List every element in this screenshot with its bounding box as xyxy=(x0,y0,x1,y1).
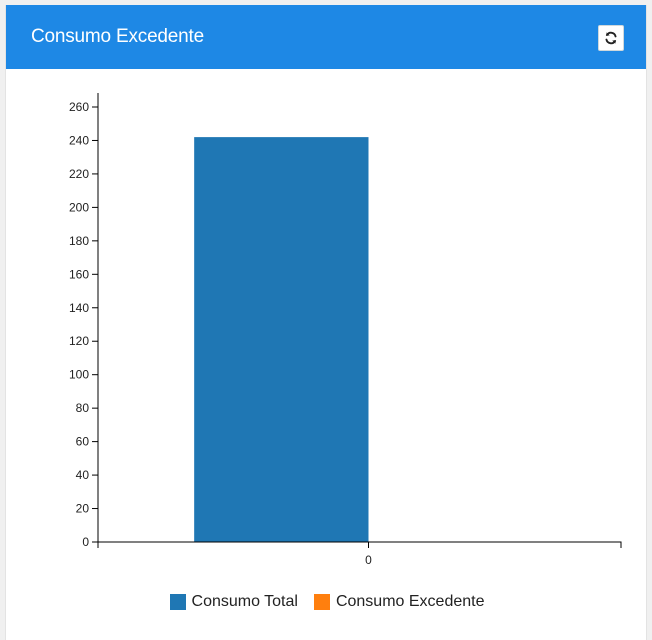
y-tick-label: 180 xyxy=(69,234,89,248)
legend-swatch xyxy=(313,594,330,610)
y-tick-label: 120 xyxy=(69,334,89,348)
y-tick-label: 160 xyxy=(69,267,89,281)
y-tick-label: 100 xyxy=(69,368,89,382)
legend-swatch xyxy=(169,594,186,610)
y-tick-label: 40 xyxy=(76,468,90,482)
chart-area: 0 20 40 60 80 100 120 140 160 180 200 220 240 260 0 Co… xyxy=(6,69,648,640)
y-tick-label: 80 xyxy=(76,401,90,415)
refresh-icon xyxy=(604,31,618,45)
y-tick-label: 20 xyxy=(76,502,90,516)
x-axis-line xyxy=(97,541,622,548)
panel-header: Consumo Excedente xyxy=(6,5,646,69)
consumo-excedente-panel: Consumo Excedente 0 20 40 60 80 100 120 140 160 1… xyxy=(5,5,647,640)
y-tick-label: 240 xyxy=(69,133,89,147)
refresh-button[interactable] xyxy=(598,25,624,51)
y-tick-label: 220 xyxy=(69,167,89,181)
legend-label: Consumo Total xyxy=(191,593,298,610)
chart-legend: Consumo Total Consumo Excedente xyxy=(6,590,648,614)
y-tick-label: 200 xyxy=(69,200,89,214)
y-tick-label: 0 xyxy=(82,535,89,549)
bar-chart: 0 20 40 60 80 100 120 140 160 180 200 220 240 260 0 xyxy=(69,93,622,567)
legend-item-consumo-excedente[interactable]: Consumo Excedente xyxy=(313,593,485,611)
y-tick-label: 260 xyxy=(69,100,89,114)
x-tick-label: 0 xyxy=(365,553,372,567)
y-tick-label: 140 xyxy=(69,301,89,315)
legend-label: Consumo Excedente xyxy=(335,593,485,610)
bar-consumo-total-0[interactable] xyxy=(194,137,369,542)
panel-title: Consumo Excedente xyxy=(31,26,204,47)
legend-item-consumo-total[interactable]: Consumo Total xyxy=(169,593,298,611)
y-tick-label: 60 xyxy=(76,435,90,449)
